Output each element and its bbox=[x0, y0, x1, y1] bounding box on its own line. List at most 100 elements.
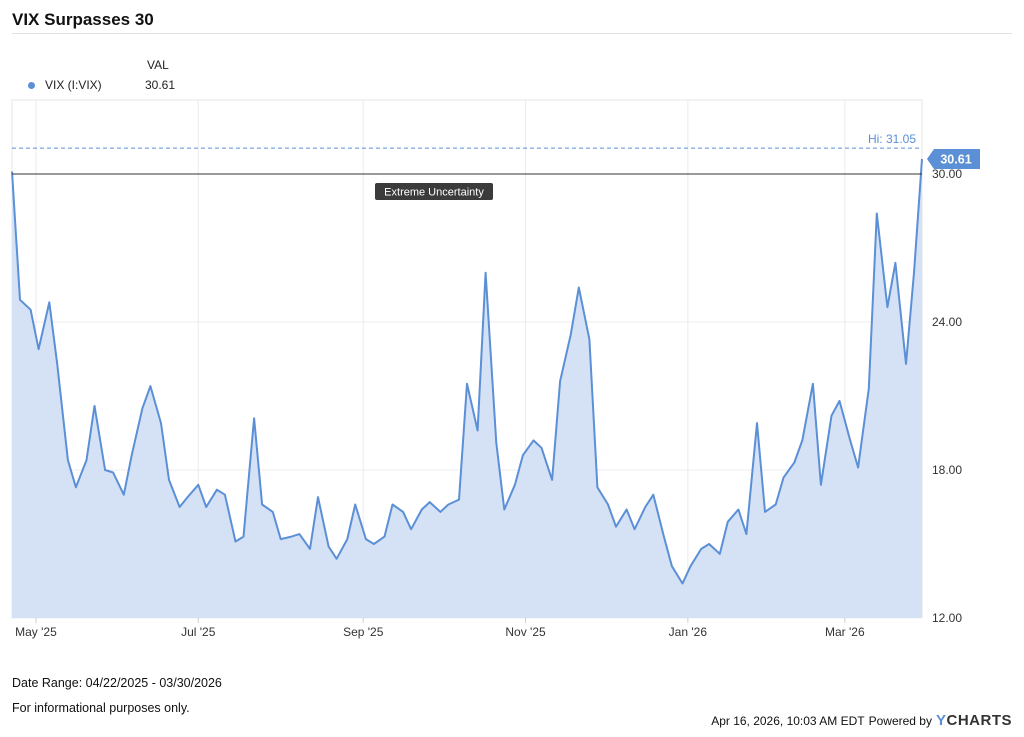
data-point bbox=[651, 492, 656, 497]
x-tick-label: May '25 bbox=[15, 625, 57, 639]
data-point bbox=[707, 542, 712, 547]
x-tick-label: Mar '26 bbox=[825, 625, 865, 639]
data-point bbox=[167, 477, 172, 482]
data-point bbox=[241, 534, 246, 539]
data-point bbox=[904, 361, 909, 366]
data-point bbox=[47, 300, 52, 305]
data-point bbox=[912, 270, 917, 275]
data-point bbox=[848, 438, 853, 443]
data-point bbox=[614, 524, 619, 529]
data-point bbox=[185, 495, 190, 500]
data-point bbox=[800, 438, 805, 443]
data-point bbox=[874, 211, 879, 216]
data-point bbox=[371, 542, 376, 547]
data-point bbox=[643, 505, 648, 510]
data-point bbox=[140, 406, 145, 411]
data-point bbox=[744, 532, 749, 537]
data-point bbox=[278, 537, 283, 542]
data-point bbox=[465, 381, 470, 386]
data-point bbox=[73, 485, 78, 490]
timestamp-text: Apr 16, 2026, 10:03 AM EDT bbox=[711, 713, 865, 728]
last-value-tag bbox=[927, 148, 980, 169]
legend-entry[interactable]: VIX (I:VIX) 30.61 bbox=[28, 78, 175, 92]
data-point bbox=[326, 544, 331, 549]
data-point bbox=[92, 403, 97, 408]
data-point bbox=[289, 534, 294, 539]
data-point bbox=[669, 564, 674, 569]
legend-series-name: VIX (I:VIX) bbox=[45, 78, 102, 92]
data-point bbox=[18, 297, 23, 302]
data-point bbox=[558, 379, 563, 384]
data-point bbox=[792, 460, 797, 465]
high-label: Hi: 31.05 bbox=[868, 132, 916, 146]
data-point bbox=[866, 386, 871, 391]
y-tick-label: 24.00 bbox=[932, 315, 962, 329]
date-range-text: Date Range: 04/22/2025 - 03/30/2026 bbox=[12, 676, 222, 690]
data-point bbox=[260, 502, 265, 507]
data-point bbox=[36, 347, 41, 352]
data-point bbox=[334, 556, 339, 561]
data-point bbox=[755, 421, 760, 426]
y-tick-label: 18.00 bbox=[932, 463, 962, 477]
series-line bbox=[11, 158, 923, 585]
data-point bbox=[539, 445, 544, 450]
powered-by-text: Powered by bbox=[868, 713, 932, 728]
data-point bbox=[810, 381, 815, 386]
data-point bbox=[84, 458, 89, 463]
data-point bbox=[297, 532, 302, 537]
disclaimer-text: For informational purposes only. bbox=[12, 701, 190, 715]
data-point bbox=[65, 458, 70, 463]
data-point bbox=[345, 537, 350, 542]
data-point bbox=[28, 307, 33, 312]
x-tick-label: Sep '25 bbox=[343, 625, 384, 639]
data-point bbox=[531, 438, 536, 443]
data-point bbox=[252, 416, 257, 421]
data-point bbox=[446, 502, 451, 507]
y-tick-label: 30.00 bbox=[932, 167, 962, 181]
data-point bbox=[409, 527, 414, 532]
data-point bbox=[438, 509, 443, 514]
data-point bbox=[818, 482, 823, 487]
data-point bbox=[111, 470, 116, 475]
data-point bbox=[427, 500, 432, 505]
data-point bbox=[717, 551, 722, 556]
data-point bbox=[382, 534, 387, 539]
x-tick-label: Jan '26 bbox=[669, 625, 708, 639]
footer-credit: Apr 16, 2026, 10:03 AM EDT Powered by YC… bbox=[711, 712, 1012, 729]
data-point bbox=[502, 507, 507, 512]
data-point bbox=[520, 453, 525, 458]
data-point bbox=[781, 475, 786, 480]
data-point bbox=[688, 564, 693, 569]
data-point bbox=[121, 492, 126, 497]
data-point bbox=[587, 337, 592, 342]
data-point bbox=[159, 421, 164, 426]
data-point bbox=[103, 468, 108, 473]
data-point bbox=[632, 527, 637, 532]
data-point bbox=[196, 482, 201, 487]
data-point bbox=[55, 361, 60, 366]
data-point bbox=[129, 453, 134, 458]
data-point bbox=[624, 507, 629, 512]
data-point bbox=[893, 260, 898, 265]
data-point bbox=[316, 495, 321, 500]
data-point bbox=[483, 270, 488, 275]
data-point bbox=[576, 285, 581, 290]
last-value-label: 30.61 bbox=[940, 152, 971, 166]
data-point bbox=[177, 505, 182, 510]
data-point bbox=[419, 507, 424, 512]
title-divider bbox=[12, 33, 1012, 34]
data-point bbox=[222, 492, 227, 497]
chart-title: VIX Surpasses 30 bbox=[12, 10, 154, 29]
x-tick-label: Nov '25 bbox=[505, 625, 546, 639]
data-point bbox=[10, 169, 15, 174]
data-point bbox=[725, 519, 730, 524]
reference-label-box bbox=[375, 183, 493, 200]
data-point bbox=[661, 534, 666, 539]
ycharts-logo[interactable]: YCHARTS bbox=[935, 712, 1012, 729]
data-point bbox=[550, 477, 555, 482]
data-point bbox=[148, 384, 153, 389]
reference-label: Extreme Uncertainty bbox=[384, 187, 484, 199]
data-point bbox=[920, 157, 925, 162]
x-tick-label: Jul '25 bbox=[181, 625, 216, 639]
